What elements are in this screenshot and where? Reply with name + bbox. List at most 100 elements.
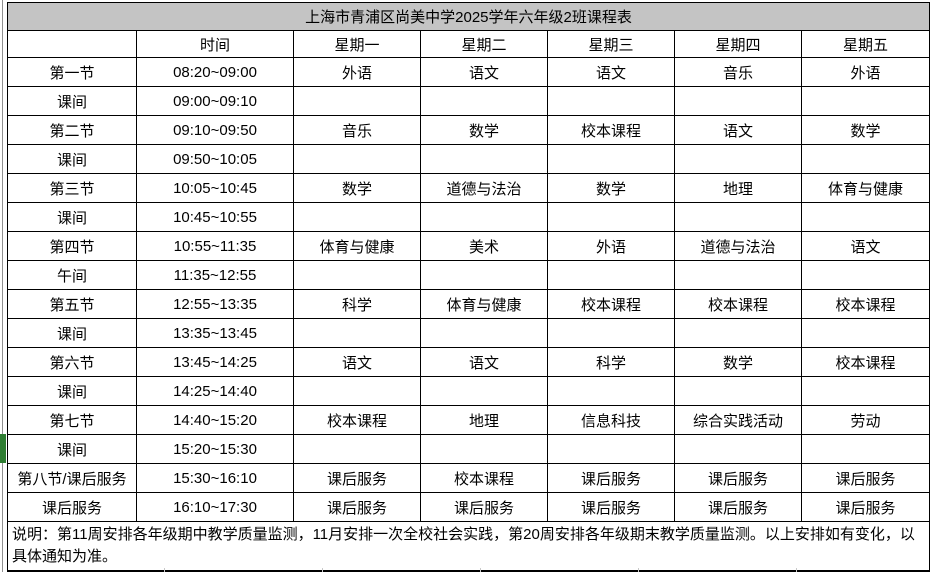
subject-cell[interactable]: 课后服务 [293, 492, 421, 522]
subject-cell[interactable] [800, 434, 931, 464]
period-label-cell[interactable]: 课间 [7, 202, 137, 232]
subject-cell[interactable]: 地理 [674, 173, 802, 203]
subject-cell[interactable] [293, 376, 421, 406]
subject-cell[interactable] [800, 86, 931, 116]
subject-cell[interactable] [293, 144, 421, 174]
subject-cell[interactable]: 校本课程 [547, 115, 675, 145]
subject-cell[interactable] [800, 318, 931, 348]
subject-cell[interactable]: 语文 [420, 347, 548, 377]
subject-cell[interactable]: 语文 [293, 347, 421, 377]
subject-cell[interactable]: 劳动 [800, 405, 931, 435]
subject-cell[interactable] [420, 260, 548, 290]
time-range-cell[interactable]: 12:55~13:35 [136, 289, 294, 319]
subject-cell[interactable] [420, 86, 548, 116]
subject-cell[interactable]: 校本课程 [674, 289, 802, 319]
time-range-cell[interactable]: 10:05~10:45 [136, 173, 294, 203]
time-range-cell[interactable]: 09:00~09:10 [136, 86, 294, 116]
time-range-cell[interactable]: 10:55~11:35 [136, 231, 294, 261]
day-header-monday[interactable]: 星期一 [293, 30, 421, 58]
period-label-cell[interactable]: 第四节 [7, 231, 137, 261]
subject-cell[interactable]: 地理 [420, 405, 548, 435]
period-label-cell[interactable]: 午间 [7, 260, 137, 290]
subject-cell[interactable] [674, 260, 802, 290]
subject-cell[interactable] [420, 376, 548, 406]
day-header-tuesday[interactable]: 星期二 [420, 30, 548, 58]
schedule-note-cell[interactable]: 说明：第11周安排各年级期中教学质量监测，11月安排一次全校社会实践，第20周安… [6, 521, 931, 572]
subject-cell[interactable] [674, 376, 802, 406]
period-label-cell[interactable]: 第三节 [7, 173, 137, 203]
subject-cell[interactable]: 语文 [800, 231, 931, 261]
subject-cell[interactable]: 校本课程 [800, 347, 931, 377]
period-label-cell[interactable]: 课间 [7, 86, 137, 116]
time-range-cell[interactable]: 09:10~09:50 [136, 115, 294, 145]
time-range-cell[interactable]: 14:25~14:40 [136, 376, 294, 406]
subject-cell[interactable] [420, 434, 548, 464]
corner-cell[interactable] [7, 30, 137, 58]
subject-cell[interactable]: 音乐 [293, 115, 421, 145]
subject-cell[interactable] [293, 260, 421, 290]
subject-cell[interactable]: 科学 [547, 347, 675, 377]
period-label-cell[interactable]: 课间 [7, 376, 137, 406]
time-range-cell[interactable]: 13:35~13:45 [136, 318, 294, 348]
time-range-cell[interactable]: 15:20~15:30 [136, 434, 294, 464]
subject-cell[interactable] [547, 86, 675, 116]
subject-cell[interactable] [674, 434, 802, 464]
subject-cell[interactable]: 课后服务 [674, 492, 802, 522]
period-label-cell[interactable]: 课间 [7, 434, 137, 464]
subject-cell[interactable] [547, 260, 675, 290]
subject-cell[interactable] [293, 86, 421, 116]
sheet-title-cell[interactable]: 上海市青浦区尚美中学2025学年六年级2班课程表 [6, 2, 931, 31]
subject-cell[interactable] [800, 144, 931, 174]
subject-cell[interactable]: 校本课程 [547, 289, 675, 319]
subject-cell[interactable]: 外语 [547, 231, 675, 261]
subject-cell[interactable]: 音乐 [674, 57, 802, 87]
subject-cell[interactable]: 语文 [674, 115, 802, 145]
subject-cell[interactable] [674, 86, 802, 116]
subject-cell[interactable] [547, 434, 675, 464]
subject-cell[interactable]: 体育与健康 [420, 289, 548, 319]
period-label-cell[interactable]: 课后服务 [7, 492, 137, 522]
subject-cell[interactable]: 体育与健康 [800, 173, 931, 203]
subject-cell[interactable] [547, 144, 675, 174]
subject-cell[interactable]: 课后服务 [420, 492, 548, 522]
subject-cell[interactable]: 道德与法治 [420, 173, 548, 203]
subject-cell[interactable]: 课后服务 [674, 463, 802, 493]
subject-cell[interactable] [420, 202, 548, 232]
subject-cell[interactable] [293, 434, 421, 464]
subject-cell[interactable]: 语文 [547, 57, 675, 87]
subject-cell[interactable] [674, 318, 802, 348]
time-range-cell[interactable]: 16:10~17:30 [136, 492, 294, 522]
subject-cell[interactable]: 信息科技 [547, 405, 675, 435]
subject-cell[interactable]: 综合实践活动 [674, 405, 802, 435]
subject-cell[interactable]: 课后服务 [293, 463, 421, 493]
subject-cell[interactable]: 外语 [293, 57, 421, 87]
time-range-cell[interactable]: 10:45~10:55 [136, 202, 294, 232]
time-range-cell[interactable]: 14:40~15:20 [136, 405, 294, 435]
period-label-cell[interactable]: 第七节 [7, 405, 137, 435]
subject-cell[interactable]: 课后服务 [800, 492, 931, 522]
subject-cell[interactable] [800, 376, 931, 406]
period-label-cell[interactable]: 第二节 [7, 115, 137, 145]
time-range-cell[interactable]: 15:30~16:10 [136, 463, 294, 493]
subject-cell[interactable]: 数学 [800, 115, 931, 145]
subject-cell[interactable] [293, 202, 421, 232]
subject-cell[interactable] [800, 202, 931, 232]
subject-cell[interactable] [800, 260, 931, 290]
subject-cell[interactable]: 数学 [547, 173, 675, 203]
subject-cell[interactable]: 校本课程 [800, 289, 931, 319]
subject-cell[interactable]: 校本课程 [293, 405, 421, 435]
subject-cell[interactable] [293, 318, 421, 348]
subject-cell[interactable]: 科学 [293, 289, 421, 319]
subject-cell[interactable]: 外语 [800, 57, 931, 87]
subject-cell[interactable]: 语文 [420, 57, 548, 87]
subject-cell[interactable]: 课后服务 [800, 463, 931, 493]
subject-cell[interactable]: 课后服务 [547, 492, 675, 522]
period-label-cell[interactable]: 第八节/课后服务 [7, 463, 137, 493]
subject-cell[interactable] [547, 202, 675, 232]
time-range-cell[interactable]: 13:45~14:25 [136, 347, 294, 377]
subject-cell[interactable]: 美术 [420, 231, 548, 261]
subject-cell[interactable]: 道德与法治 [674, 231, 802, 261]
period-label-cell[interactable]: 第五节 [7, 289, 137, 319]
day-header-wednesday[interactable]: 星期三 [547, 30, 675, 58]
period-label-cell[interactable]: 第六节 [7, 347, 137, 377]
